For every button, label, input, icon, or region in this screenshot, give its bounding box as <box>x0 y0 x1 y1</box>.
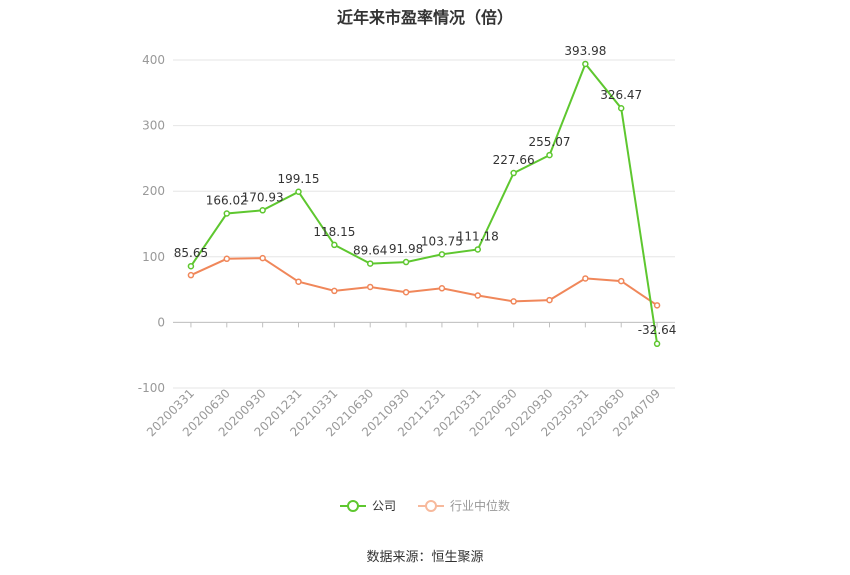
legend: 公司 行业中位数 <box>0 497 850 514</box>
company-point <box>223 210 231 217</box>
legend-item-industry-median[interactable]: 行业中位数 <box>418 497 510 514</box>
company-data-label: -32.64 <box>638 323 677 337</box>
company-point <box>653 340 661 348</box>
series-line-company <box>190 61 659 344</box>
industry-median-point <box>653 302 661 309</box>
industry-median-point <box>187 271 195 279</box>
industry-median-point <box>546 296 553 304</box>
company-point <box>617 104 625 112</box>
company-data-label: 227.66 <box>493 153 535 167</box>
company-data-label: 326.47 <box>600 88 642 102</box>
company-point <box>259 207 266 214</box>
industry-median-point <box>223 255 231 263</box>
industry-median-point <box>510 298 517 305</box>
legend-company-label: 公司 <box>371 499 396 513</box>
company-point <box>510 169 517 177</box>
y-tick-label: 200 <box>142 184 165 198</box>
y-tick-label: 300 <box>142 119 165 133</box>
y-tick-label: 0 <box>157 315 165 329</box>
legend-item-company[interactable]: 公司 <box>339 497 396 514</box>
company-data-label: 91.98 <box>389 242 423 256</box>
company-data-label: 393.98 <box>564 44 606 58</box>
company-data-label: 199.15 <box>278 172 320 186</box>
company-data-label: 89.64 <box>353 244 387 258</box>
industry-median-point <box>259 254 266 262</box>
legend-industry-label: 行业中位数 <box>450 499 511 513</box>
company-point <box>582 60 589 68</box>
industry-median-point <box>331 287 338 295</box>
company-point <box>402 258 410 266</box>
legend-industry-marker-icon <box>418 499 444 513</box>
company-data-label: 118.15 <box>313 225 355 239</box>
company-data-label: 255.07 <box>529 135 571 149</box>
company-data-label: 170.93 <box>242 190 284 204</box>
industry-median-point <box>617 277 625 285</box>
industry-median-point <box>438 285 446 292</box>
industry-median-point <box>295 278 302 285</box>
series-line-industry-median <box>190 257 658 307</box>
company-data-label: 111.18 <box>457 229 499 243</box>
company-data-label: 166.02 <box>206 193 248 207</box>
company-point <box>366 260 374 267</box>
company-data-label: 85.65 <box>174 246 208 260</box>
company-point <box>331 241 338 249</box>
chart-title: 近年来市盈率情况（倍） <box>336 8 513 27</box>
data-source-note: 数据来源：恒生聚源 <box>366 550 484 565</box>
company-point <box>295 188 302 196</box>
industry-median-point <box>474 292 482 299</box>
company-point <box>546 151 553 159</box>
company-point <box>474 246 482 253</box>
company-point <box>187 262 195 270</box>
industry-median-point <box>582 275 589 282</box>
industry-median-point <box>402 288 410 296</box>
legend-company-marker-icon <box>339 499 366 513</box>
y-tick-label: -100 <box>138 381 165 395</box>
company-point <box>438 251 446 258</box>
company-data-label: 103.75 <box>421 234 463 248</box>
y-tick-label: 100 <box>142 250 165 264</box>
y-tick-label: 400 <box>142 53 165 67</box>
industry-median-point <box>366 283 374 291</box>
